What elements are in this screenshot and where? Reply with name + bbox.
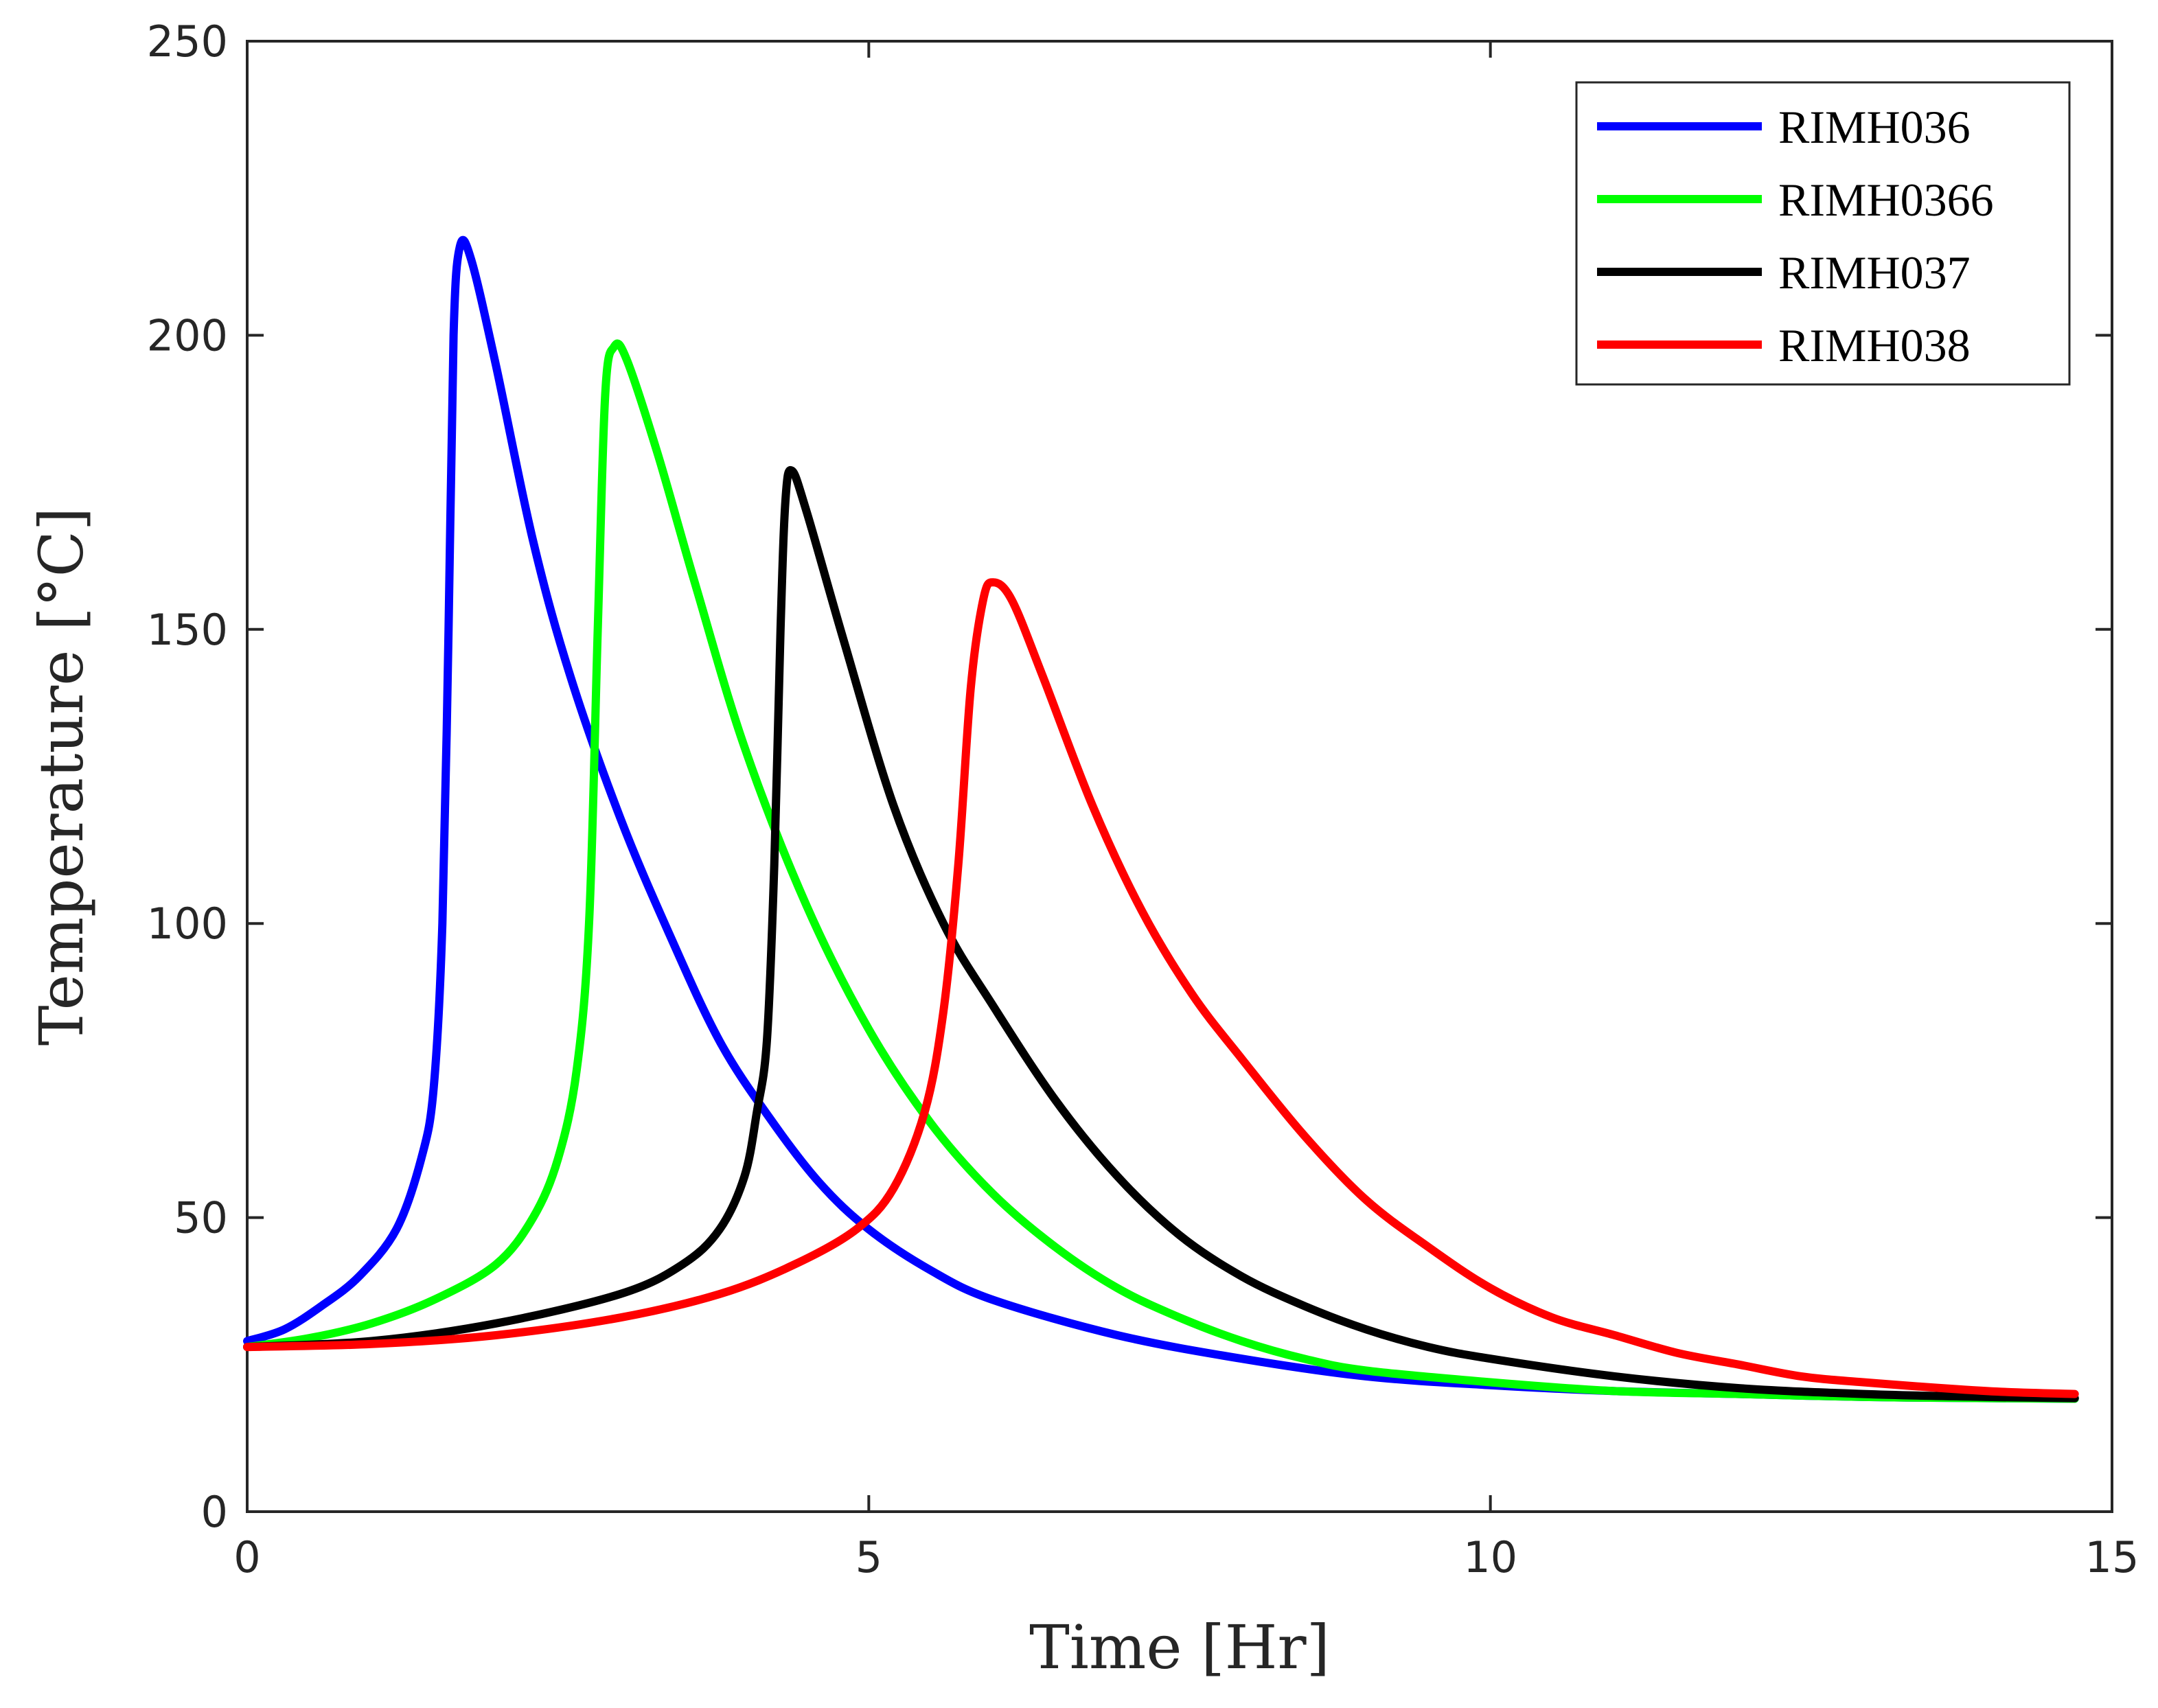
series-line-rimh0366 — [243, 339, 2079, 1403]
x-tick-label: 15 — [2085, 1532, 2139, 1582]
legend-box — [1575, 81, 2071, 386]
series-line-rimh037 — [243, 465, 2079, 1403]
y-axis-title: Temperature [°C] — [26, 507, 97, 1046]
series-line-rimh038 — [243, 578, 2079, 1398]
legend-label-rimh037: RIMH037 — [1778, 246, 1971, 299]
legend-label-rimh0366: RIMH0366 — [1778, 174, 1994, 226]
y-tick-label: 50 — [174, 1193, 228, 1243]
y-tick-label: 200 — [147, 310, 228, 360]
y-tick-label: 150 — [147, 605, 228, 655]
series-layer — [243, 235, 2079, 1403]
y-tick-label: 250 — [147, 16, 228, 67]
x-tick-label: 5 — [856, 1532, 882, 1582]
legend-label-rimh038: RIMH038 — [1778, 319, 1971, 371]
y-tick-label: 0 — [201, 1487, 228, 1537]
y-tick-label: 100 — [147, 899, 228, 949]
x-tick-label: 10 — [1463, 1532, 1517, 1582]
x-tick-label: 0 — [233, 1532, 260, 1582]
legend: RIMH036 RIMH0366 RIMH037 RIMH038 — [1575, 81, 2071, 386]
x-axis-title: Time [Hr] — [1029, 1612, 1330, 1683]
legend-label-rimh036: RIMH036 — [1778, 101, 1971, 153]
